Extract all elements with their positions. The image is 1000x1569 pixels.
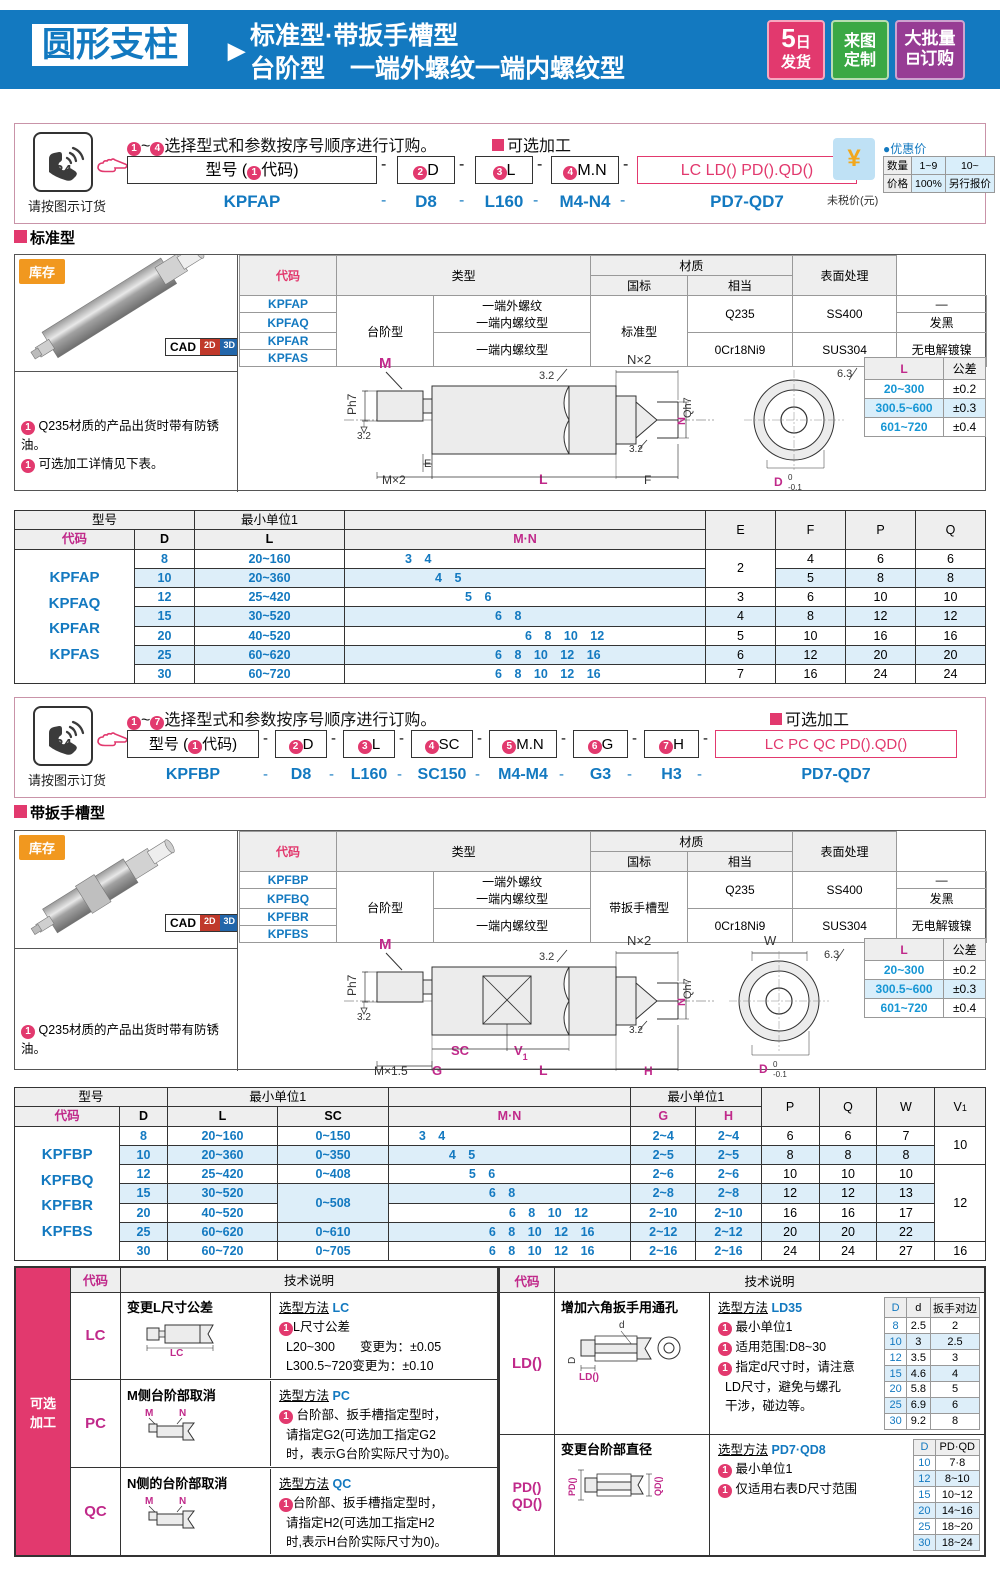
svg-text:3.2: 3.2	[539, 951, 554, 963]
svg-text:N×2: N×2	[627, 933, 651, 948]
svg-text:M: M	[379, 355, 392, 372]
svg-text:F: F	[644, 473, 651, 487]
svg-text:QD(): QD()	[653, 1476, 663, 1496]
svg-text:SC: SC	[451, 1043, 470, 1058]
svg-text:PD(): PD()	[567, 1477, 577, 1496]
svg-text:-0.1: -0.1	[773, 1070, 787, 1079]
svg-text:D: D	[759, 1062, 768, 1076]
svg-text:D: D	[774, 475, 783, 489]
svg-text:L: L	[539, 1062, 548, 1078]
svg-text:V1: V1	[514, 1043, 528, 1062]
svg-text:N: N	[179, 1408, 186, 1419]
svg-text:N: N	[179, 1496, 186, 1507]
svg-text:H: H	[644, 1064, 653, 1078]
svg-text:N×2: N×2	[627, 352, 651, 367]
svg-text:3.2: 3.2	[629, 1025, 643, 1036]
svg-text:D: D	[567, 1357, 578, 1364]
svg-text:3.2: 3.2	[629, 444, 643, 455]
svg-text:M×2: M×2	[382, 473, 406, 487]
svg-text:-0.1: -0.1	[788, 483, 802, 492]
svg-text:LD(): LD()	[579, 1372, 599, 1383]
svg-text:M: M	[379, 936, 392, 953]
svg-text:d: d	[619, 1320, 625, 1331]
svg-text:M: M	[145, 1496, 153, 1507]
svg-text:L: L	[539, 471, 548, 487]
svg-text:Ph7: Ph7	[345, 974, 359, 996]
svg-text:G: G	[432, 1063, 442, 1078]
svg-text:LC: LC	[170, 1348, 183, 1358]
svg-text:Ph7: Ph7	[345, 393, 359, 415]
svg-text:0: 0	[788, 473, 793, 482]
svg-text:W: W	[764, 933, 777, 948]
svg-text:Qh7: Qh7	[682, 397, 694, 418]
svg-text:3.2: 3.2	[539, 370, 554, 382]
svg-text:M: M	[145, 1408, 153, 1419]
svg-text:Qh7: Qh7	[682, 978, 694, 999]
svg-text:0: 0	[773, 1060, 778, 1069]
